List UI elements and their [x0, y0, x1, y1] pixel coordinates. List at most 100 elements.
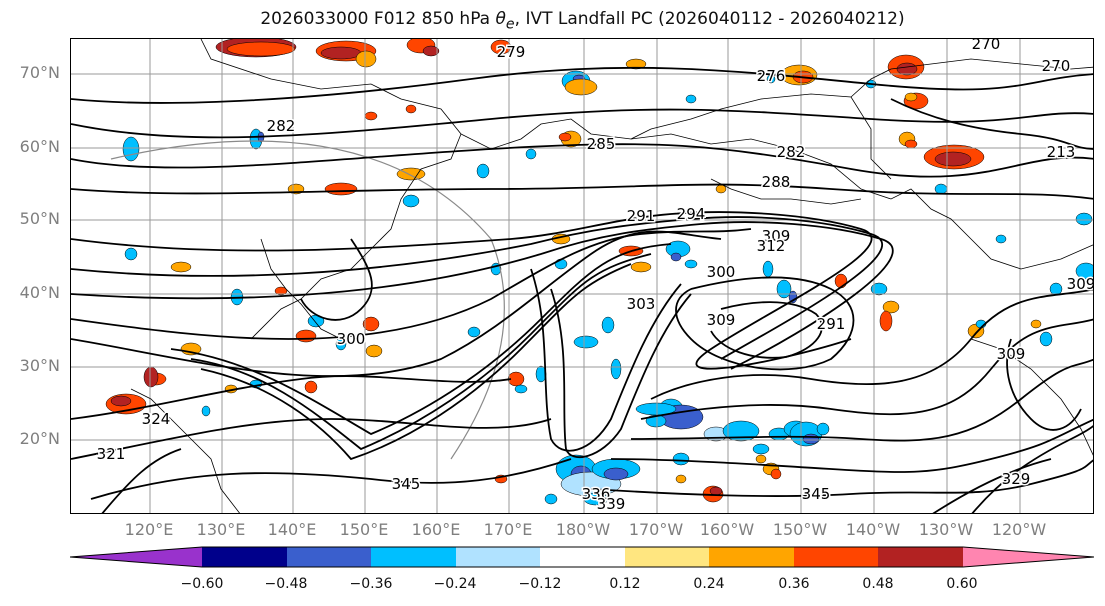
- theta-e-contour: [640, 318, 1093, 420]
- colorbar-tick: 0.48: [862, 576, 894, 592]
- pc-anomaly-patch: [762, 260, 774, 278]
- lon-label-120e: 120°E: [124, 520, 174, 539]
- colorbar-segment: [878, 547, 963, 567]
- pc-anomaly-patch: [715, 184, 727, 194]
- pc-anomaly-patch: [365, 344, 383, 358]
- contour-label: 300: [337, 330, 366, 348]
- contour-label: 312: [757, 237, 786, 255]
- coastline: [200, 39, 462, 340]
- contour-label: 309: [762, 227, 791, 245]
- colorbar-tick: −0.48: [264, 576, 308, 592]
- contour-label: 324: [142, 410, 171, 428]
- pc-anomaly-patch: [143, 366, 159, 388]
- colorbar-segment: [625, 547, 709, 567]
- theta-e-contour: [1006, 338, 1082, 431]
- pc-anomaly-patch: [564, 78, 598, 96]
- contour-label: 329: [1002, 470, 1031, 488]
- pc-anomaly-patch: [675, 474, 687, 484]
- theta-e-contour: [890, 98, 1093, 150]
- contour-label: 270: [972, 39, 1001, 53]
- colorbar-tick: 0.12: [609, 576, 641, 592]
- theta-e-contour: [71, 66, 1093, 104]
- colorbar-segment: [456, 547, 540, 567]
- pc-anomaly-patch: [601, 316, 615, 334]
- pc-anomaly-patch: [630, 261, 652, 273]
- pc-anomaly-patch: [635, 402, 677, 416]
- pc-anomaly-patch: [904, 139, 918, 149]
- contour-label: 321: [97, 445, 126, 463]
- pc-anomaly-patch: [362, 316, 380, 332]
- theta-e-contour: [71, 375, 512, 420]
- contour-label: 345: [802, 485, 831, 503]
- contour-label: 309: [1067, 275, 1094, 293]
- pc-anomaly-patch: [625, 58, 647, 70]
- pc-anomaly-patch: [110, 395, 132, 407]
- colorbar-tick: −0.60: [180, 576, 224, 592]
- contour-label: 213: [1047, 143, 1076, 161]
- pc-anomaly-patch: [610, 358, 622, 380]
- contour-label: 309: [997, 345, 1026, 363]
- pc-anomaly-patch: [170, 261, 192, 273]
- pc-anomaly-patch: [226, 41, 296, 57]
- pc-anomaly-patch: [603, 467, 629, 481]
- lat-label-20n: 20°N: [19, 429, 60, 448]
- contour-label: 285: [587, 135, 616, 153]
- colorbar-tick: −0.24: [433, 576, 477, 592]
- theta-e-contours: [71, 66, 1093, 513]
- lon-label-150e: 150°E: [339, 520, 389, 539]
- theta-e-contour: [71, 183, 1093, 200]
- pc-anomaly-patch: [324, 182, 358, 196]
- colorbar-segment: [794, 547, 878, 567]
- colorbar: [70, 546, 1094, 568]
- theta-e-contour: [200, 263, 632, 461]
- pc-anomaly-patch: [802, 433, 820, 445]
- pc-anomaly-patch: [405, 104, 417, 114]
- colorbar-segment: [963, 547, 1094, 567]
- contour-label: 276: [757, 67, 786, 85]
- colorbar-tick: 0.24: [693, 576, 725, 592]
- pc-shading-layer: [105, 39, 1093, 506]
- contour-label: 279: [497, 43, 526, 61]
- map-panel[interactable]: 279 276 270 270 282 285 282 213 288 291 294 309 312 3…: [70, 38, 1094, 514]
- theta-e-contour: [90, 458, 572, 500]
- theta-e-contour: [71, 108, 1093, 139]
- colorbar-segment: [709, 547, 794, 567]
- coastline: [710, 178, 862, 205]
- colorbar-tick: −0.36: [349, 576, 393, 592]
- theta-e-contour: [170, 243, 672, 436]
- lon-label-150w: 150°W: [772, 520, 828, 539]
- coastline: [260, 238, 342, 340]
- lon-label-180w: 180°W: [555, 520, 611, 539]
- contour-label: 300: [707, 263, 736, 281]
- contour-label: 345: [392, 475, 421, 493]
- lat-label-50n: 50°N: [19, 209, 60, 228]
- pc-anomaly-patch: [544, 493, 558, 505]
- theta-e-contour: [630, 358, 1093, 442]
- lon-label-140w: 140°W: [845, 520, 901, 539]
- lon-label-170w: 170°W: [628, 520, 684, 539]
- theta-e-contour: [190, 253, 652, 451]
- theta-e-contour: [71, 418, 552, 460]
- contour-label: 339: [597, 495, 626, 513]
- colorbar-segment: [371, 547, 456, 567]
- variable-symbol: θ: [495, 9, 506, 29]
- lon-label-130e: 130°E: [196, 520, 246, 539]
- pc-anomaly-patch: [467, 326, 481, 338]
- theta-e-contour: [71, 221, 894, 370]
- pc-anomaly-patch: [201, 405, 211, 417]
- pc-anomaly-patch: [122, 136, 140, 162]
- colorbar-outline: [70, 546, 1094, 568]
- theta-e-contour: [71, 216, 883, 360]
- lat-label-40n: 40°N: [19, 283, 60, 302]
- pressure-level: 850 hPa: [421, 9, 491, 29]
- pc-anomaly-patch: [672, 452, 690, 466]
- pc-anomaly-patch: [934, 151, 972, 167]
- pc-anomaly-patch: [722, 420, 760, 442]
- colorbar-segment: [540, 547, 625, 567]
- coastline-layer: [130, 39, 1093, 513]
- contour-label: 282: [777, 143, 806, 161]
- pc-anomaly-patch: [402, 194, 420, 208]
- theta-e-contour: [710, 301, 823, 359]
